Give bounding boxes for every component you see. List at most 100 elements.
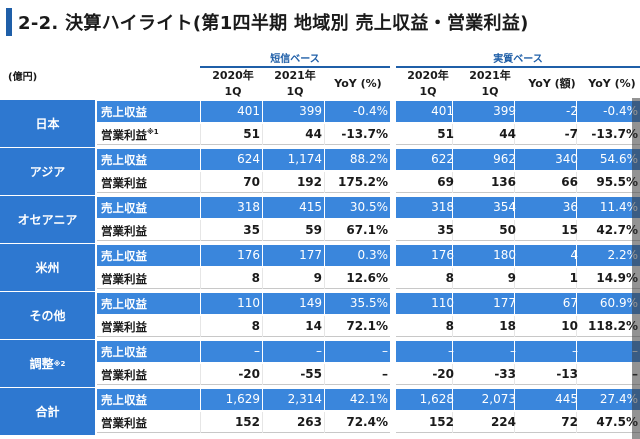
cell-divider xyxy=(324,316,325,337)
value-cell-jyoy_amt: 1 xyxy=(569,271,578,285)
value-cell-t2020: 176 xyxy=(237,248,260,262)
value-cell-j2021: 44 xyxy=(499,127,516,141)
row-label: 営業利益 xyxy=(101,272,147,286)
value-cell-jyoy_amt: 4 xyxy=(570,248,578,262)
revenue-row: 売上収益 318 415 30.5% 318 354 36 11.4% xyxy=(97,197,640,218)
title-bar: 2-2. 決算ハイライト(第1四半期 地域別 売上収益・営業利益) xyxy=(0,0,640,44)
cell-divider xyxy=(576,220,577,241)
value-cell-j2021: 177 xyxy=(493,296,516,310)
cell-divider xyxy=(452,389,453,410)
value-cell-jyoy_amt: -2 xyxy=(566,104,578,118)
value-cell-j2020: 318 xyxy=(431,200,454,214)
row-label: 営業利益 xyxy=(101,416,147,430)
value-cell-tyoy: 0.3% xyxy=(357,248,389,262)
group-underline-tanshin xyxy=(200,66,390,68)
cell-divider xyxy=(576,124,577,145)
cell-divider xyxy=(324,412,325,433)
cell-divider xyxy=(200,293,201,314)
page-title: 2-2. 決算ハイライト(第1四半期 地域別 売上収益・営業利益) xyxy=(18,13,529,34)
cell-divider xyxy=(514,197,515,218)
cell-divider xyxy=(324,220,325,241)
value-cell-t2021: 44 xyxy=(305,127,322,141)
cell-divider xyxy=(576,364,577,385)
revenue-row: 売上収益 110 149 35.5% 110 177 67 60.9% xyxy=(97,293,640,314)
value-cell-tyoy: 42.1% xyxy=(349,392,388,406)
value-cell-t2020: 51 xyxy=(243,127,260,141)
cell-divider xyxy=(262,149,263,170)
value-cell-jyoy_amt: 72 xyxy=(561,415,578,429)
cell-divider xyxy=(200,124,201,145)
revenue-row: 売上収益 1,629 2,314 42.1% 1,628 2,073 445 27.4% xyxy=(97,389,640,410)
cell-divider xyxy=(200,316,201,337)
value-cell-jyoy_pct: -13.7% xyxy=(591,127,638,141)
row-label: 営業利益 xyxy=(101,320,147,334)
cell-divider xyxy=(452,197,453,218)
value-cell-t2020: 152 xyxy=(234,415,260,429)
col-header-tanshin-yoy: YoY (%) xyxy=(334,77,382,90)
row-label: 売上収益 xyxy=(101,105,147,119)
value-cell-t2021: 14 xyxy=(305,319,322,333)
region-label: 調整 ※2 xyxy=(0,340,95,387)
value-cell-t2021: 415 xyxy=(299,200,322,214)
value-cell-t2021: 177 xyxy=(299,248,322,262)
value-cell-j2020: 8 xyxy=(445,319,454,333)
value-cell-j2020: 69 xyxy=(437,175,454,189)
value-cell-t2021: 192 xyxy=(296,175,322,189)
group-header-tanshin: 短信ベース xyxy=(270,54,320,65)
group-header-jisshitsu: 実質ベース xyxy=(493,54,543,65)
operating-profit-row: 営業利益※1 51 44 -13.7% 51 44 -7 -13.7% xyxy=(97,124,640,145)
value-cell-j2020: 1,628 xyxy=(419,392,454,406)
value-cell-j2021: – xyxy=(510,344,516,358)
value-cell-t2021: – xyxy=(316,344,322,358)
operating-profit-row: 営業利益-20-55–-20-33-13– xyxy=(97,364,640,385)
value-cell-j2021: -33 xyxy=(494,367,516,381)
value-cell-t2021: 9 xyxy=(313,271,322,285)
value-cell-jyoy_amt: 15 xyxy=(561,223,578,237)
value-cell-tyoy: – xyxy=(382,344,388,358)
unit-label: (億円) xyxy=(8,72,38,83)
cell-divider xyxy=(514,149,515,170)
cell-divider xyxy=(262,197,263,218)
cell-divider xyxy=(452,101,453,122)
value-cell-tyoy: 30.5% xyxy=(349,200,388,214)
value-cell-t2020: 1,629 xyxy=(225,392,260,406)
cell-divider xyxy=(262,268,263,289)
value-cell-jyoy_amt: 10 xyxy=(561,319,578,333)
cell-divider xyxy=(514,316,515,337)
cell-divider xyxy=(324,245,325,266)
operating-profit-row: 営業利益 152 263 72.4% 152 224 72 47.5% xyxy=(97,412,640,433)
value-cell-t2020: 110 xyxy=(237,296,260,310)
cell-divider xyxy=(262,293,263,314)
cell-divider xyxy=(324,364,325,385)
cell-divider xyxy=(452,316,453,337)
cell-divider xyxy=(324,293,325,314)
cell-divider xyxy=(576,268,577,289)
column-group-gap xyxy=(390,100,396,439)
cell-divider xyxy=(200,268,201,289)
row-label: 営業利益※1 xyxy=(101,128,159,142)
value-cell-jyoy_amt: 340 xyxy=(555,152,578,166)
col-header-tanshin-2020: 2020年 1Q xyxy=(212,69,254,98)
operating-profit-row: 営業利益 70 192 175.2% 69 136 66 95.5% xyxy=(97,172,640,193)
region-label: 合計 xyxy=(0,388,95,435)
cell-divider xyxy=(200,364,201,385)
row-label: 売上収益 xyxy=(101,393,147,407)
value-cell-jyoy_pct: 14.9% xyxy=(596,271,638,285)
cell-divider xyxy=(514,341,515,362)
cell-divider xyxy=(324,197,325,218)
revenue-row: 売上収益––––––– xyxy=(97,341,640,362)
row-label: 営業利益 xyxy=(101,176,147,190)
group-underline-jisshitsu xyxy=(396,66,640,68)
value-cell-j2021: 136 xyxy=(490,175,516,189)
value-cell-tyoy: -0.4% xyxy=(353,104,388,118)
value-cell-jyoy_pct: 2.2% xyxy=(607,248,639,262)
cell-divider xyxy=(324,124,325,145)
value-cell-jyoy_pct: 42.7% xyxy=(596,223,638,237)
cell-divider xyxy=(576,172,577,193)
cell-divider xyxy=(576,101,577,122)
cell-divider xyxy=(576,149,577,170)
row-label: 営業利益 xyxy=(101,224,147,238)
cell-divider xyxy=(262,220,263,241)
value-cell-jyoy_pct: -0.4% xyxy=(603,104,638,118)
cell-divider xyxy=(200,245,201,266)
